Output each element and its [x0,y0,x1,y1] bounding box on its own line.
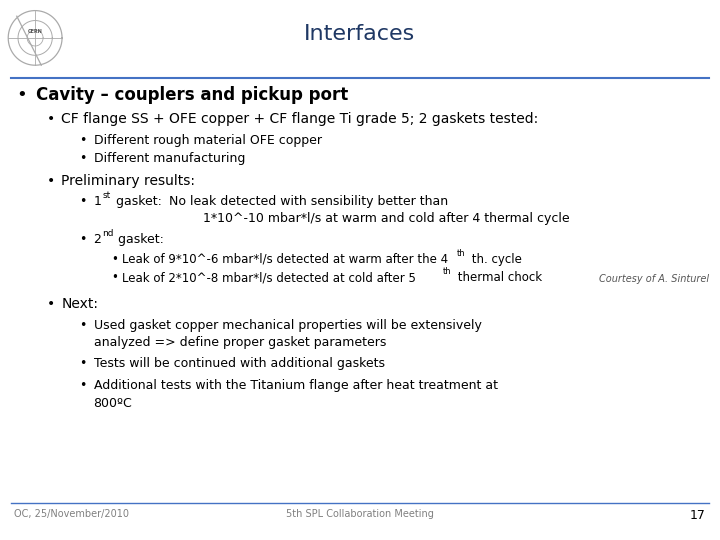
Text: •: • [112,271,119,284]
Text: 5th SPL Collaboration Meeting: 5th SPL Collaboration Meeting [286,509,434,519]
Text: •: • [79,152,86,165]
Text: •: • [79,319,86,332]
Text: th. cycle: th. cycle [468,253,522,266]
Text: Different rough material OFE copper: Different rough material OFE copper [94,134,322,147]
Text: Tests will be continued with additional gaskets: Tests will be continued with additional … [94,357,384,370]
Text: Preliminary results:: Preliminary results: [61,174,195,188]
Text: Next:: Next: [61,297,98,311]
Text: Additional tests with the Titanium flange after heat treatment at: Additional tests with the Titanium flang… [94,379,498,392]
Text: •: • [79,357,86,370]
Text: CERN: CERN [27,29,42,34]
Text: •: • [47,112,55,126]
Text: nd: nd [102,229,114,238]
Text: CF flange SS + OFE copper + CF flange Ti grade 5; 2 gaskets tested:: CF flange SS + OFE copper + CF flange Ti… [61,112,539,126]
Text: •: • [79,233,86,246]
Text: 800ºC: 800ºC [94,397,132,410]
Text: 2: 2 [94,233,102,246]
Text: Leak of 9*10^-6 mbar*l/s detected at warm after the 4: Leak of 9*10^-6 mbar*l/s detected at war… [122,253,449,266]
Text: Different manufacturing: Different manufacturing [94,152,245,165]
Text: Leak of 2*10^-8 mbar*l/s detected at cold after 5: Leak of 2*10^-8 mbar*l/s detected at col… [122,271,416,284]
Text: gasket:: gasket: [112,195,162,208]
Text: Interfaces: Interfaces [305,24,415,44]
Text: gasket:: gasket: [114,233,163,246]
Text: analyzed => define proper gasket parameters: analyzed => define proper gasket paramet… [94,336,386,349]
Text: st: st [102,191,110,200]
Text: •: • [79,379,86,392]
Text: •: • [79,134,86,147]
Text: Used gasket copper mechanical properties will be extensively: Used gasket copper mechanical properties… [94,319,482,332]
Text: No leak detected with sensibility better than: No leak detected with sensibility better… [169,195,449,208]
Text: •: • [47,174,55,188]
Text: th: th [443,267,451,276]
Text: th: th [457,249,466,258]
Text: 1*10^-10 mbar*l/s at warm and cold after 4 thermal cycle: 1*10^-10 mbar*l/s at warm and cold after… [203,212,570,225]
Text: •: • [47,297,55,311]
Text: •: • [79,195,86,208]
Text: 17: 17 [690,509,706,522]
Text: •: • [16,86,27,104]
Text: 1: 1 [94,195,102,208]
Text: Courtesy of A. Sinturel: Courtesy of A. Sinturel [599,274,709,284]
Text: thermal chock: thermal chock [454,271,541,284]
Text: Cavity – couplers and pickup port: Cavity – couplers and pickup port [36,86,348,104]
Text: •: • [112,253,119,266]
Text: OC, 25/November/2010: OC, 25/November/2010 [14,509,130,519]
